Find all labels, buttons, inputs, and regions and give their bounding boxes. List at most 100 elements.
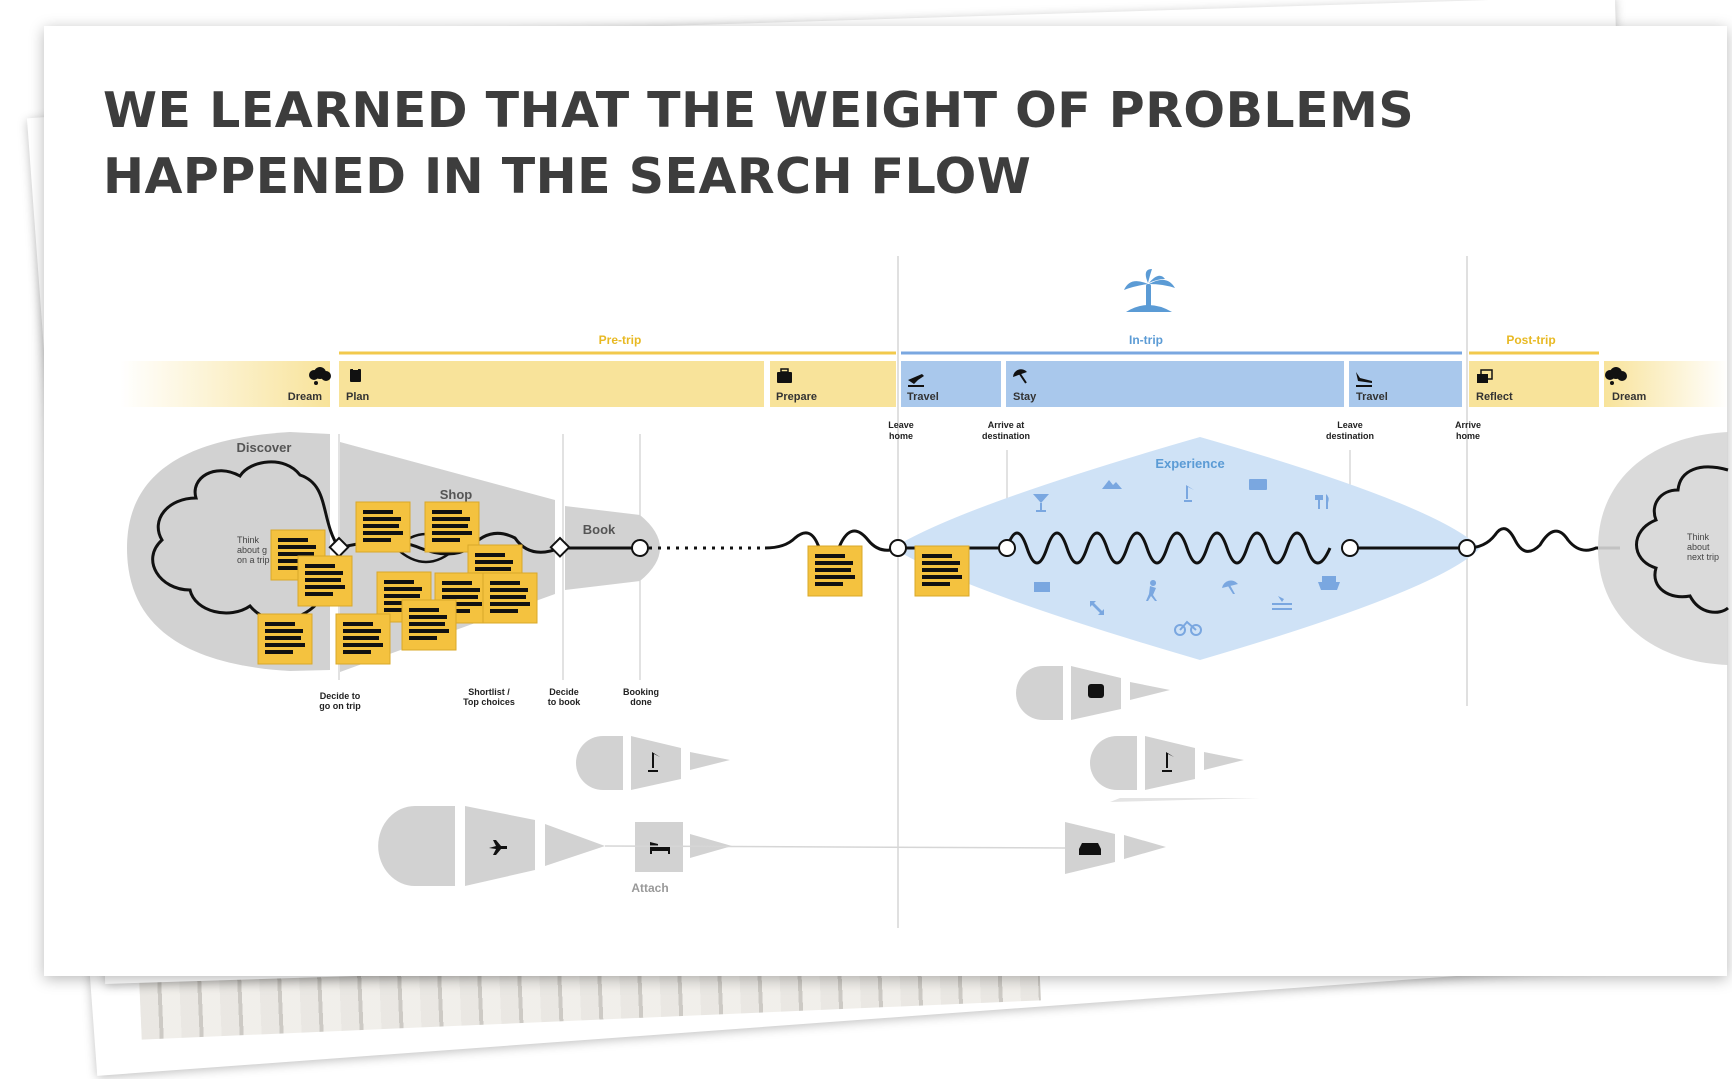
milestone-label: Leave bbox=[1337, 420, 1363, 430]
attach-label: Attach bbox=[631, 881, 668, 895]
hotel-pool-icon bbox=[1034, 582, 1050, 592]
stage-reflect bbox=[1469, 361, 1599, 407]
stage-plan bbox=[339, 361, 764, 407]
milestone-label: Leave bbox=[888, 420, 914, 430]
cloud-text-right: about bbox=[1687, 542, 1710, 552]
ferry-icon bbox=[1318, 576, 1340, 590]
phase-label-in-trip: In-trip bbox=[1129, 333, 1163, 347]
cloud-text-left: about g bbox=[237, 545, 267, 555]
sticky-note bbox=[335, 613, 391, 665]
milestone-label: done bbox=[630, 697, 652, 707]
milestone-label: Decide to bbox=[320, 691, 361, 701]
milestone-label: home bbox=[889, 431, 913, 441]
decision-node bbox=[549, 536, 571, 558]
golf-journey-left bbox=[576, 736, 730, 790]
stage-label-plan: Plan bbox=[346, 391, 370, 403]
discover-shape bbox=[127, 432, 330, 671]
stage-dream-end bbox=[1604, 361, 1728, 407]
sticky-note bbox=[297, 555, 353, 607]
golf-icon bbox=[1162, 752, 1174, 772]
dream-cloud-outline bbox=[151, 460, 341, 622]
phase-label-pre-trip: Pre-trip bbox=[599, 333, 642, 347]
attach-connector bbox=[604, 845, 1066, 849]
stage-label-dream: Dream bbox=[1612, 391, 1646, 403]
golf-icon bbox=[648, 752, 660, 772]
thought-cloud-icon bbox=[1605, 367, 1627, 385]
car-journey bbox=[1065, 822, 1166, 874]
plane-departure-icon bbox=[908, 374, 924, 387]
experience-label: Experience bbox=[1155, 456, 1224, 471]
milestone-label: Arrive at bbox=[988, 420, 1025, 430]
stage-dream-start bbox=[120, 361, 330, 407]
shop-label: Shop bbox=[440, 487, 473, 502]
milestone-label: to book bbox=[548, 697, 581, 707]
stage-travel-back bbox=[1349, 361, 1462, 407]
cloud-text-left: on a trip bbox=[237, 555, 270, 565]
cloud-text-right: next trip bbox=[1687, 552, 1719, 562]
book-label: Book bbox=[583, 522, 616, 537]
stage-label-stay: Stay bbox=[1013, 391, 1037, 403]
stage-label-reflect: Reflect bbox=[1476, 391, 1513, 403]
golf-icon bbox=[1184, 485, 1194, 502]
beach-umbrella-icon bbox=[1013, 369, 1027, 384]
milestone-label: destination bbox=[1326, 431, 1374, 441]
sticky-note bbox=[482, 572, 538, 624]
clipboard-icon bbox=[350, 367, 361, 382]
cloud-text-left: Think bbox=[237, 535, 260, 545]
milestone-label: Top choices bbox=[463, 697, 515, 707]
plane-arrival-icon bbox=[1356, 372, 1372, 387]
stage-bar bbox=[120, 361, 1728, 407]
milestone-node bbox=[1341, 539, 1359, 557]
swimmer-icon bbox=[1272, 596, 1292, 610]
photos-icon bbox=[1477, 369, 1493, 383]
stage-label-dream: Dream bbox=[288, 391, 322, 403]
phase-label-post-trip: Post-trip bbox=[1506, 333, 1555, 347]
milestone-label: Shortlist / bbox=[468, 687, 510, 697]
stage-stay bbox=[1006, 361, 1344, 407]
milestone-node bbox=[631, 539, 649, 557]
milestone-label: Arrive bbox=[1455, 420, 1481, 430]
sticky-note bbox=[257, 613, 313, 665]
hotel-journey bbox=[635, 822, 732, 872]
cocktail-icon bbox=[1033, 494, 1049, 512]
sticky-note bbox=[914, 545, 970, 597]
stage-prepare bbox=[770, 361, 896, 407]
thought-cloud-icon bbox=[309, 367, 331, 385]
train-journey bbox=[1016, 666, 1170, 720]
milestone-label: Booking bbox=[623, 687, 659, 697]
flight-journey bbox=[378, 806, 605, 886]
journey-line-return bbox=[1350, 527, 1620, 553]
milestone-node bbox=[889, 539, 907, 557]
milestone-node bbox=[998, 539, 1016, 557]
island-icon bbox=[1124, 269, 1175, 312]
suitcase-icon bbox=[777, 368, 792, 383]
expand-icon bbox=[1090, 601, 1104, 615]
milestone-label: Decide bbox=[549, 687, 579, 697]
bicycle-icon bbox=[1174, 620, 1202, 636]
discover-label: Discover bbox=[237, 440, 292, 455]
slide-headline: WE LEARNED THAT THE WEIGHT OF PROBLEMS H… bbox=[103, 82, 1415, 205]
sticky-note bbox=[401, 599, 457, 651]
plane-icon bbox=[489, 840, 507, 855]
fork-knife-icon bbox=[1315, 494, 1329, 509]
stage-travel-out bbox=[901, 361, 1001, 407]
stage-label-travel: Travel bbox=[907, 391, 939, 403]
bed-icon bbox=[650, 842, 670, 854]
journey-line-experience bbox=[1005, 531, 1332, 565]
milestone-node bbox=[1458, 539, 1476, 557]
ticket-icon bbox=[1249, 479, 1267, 490]
sticky-note bbox=[355, 501, 411, 553]
milestone-label: go on trip bbox=[319, 701, 361, 711]
mountain-icon bbox=[1102, 480, 1122, 489]
car-icon bbox=[1079, 843, 1101, 855]
dream-cloud-right bbox=[1598, 432, 1728, 665]
train-icon bbox=[1088, 684, 1104, 698]
sticky-note bbox=[807, 545, 863, 597]
cloud-text-right: Think bbox=[1687, 532, 1710, 542]
decision-node bbox=[328, 536, 350, 558]
hiker-icon bbox=[1146, 580, 1157, 601]
stage-label-prepare: Prepare bbox=[776, 391, 817, 403]
golf-journey-right bbox=[1090, 736, 1260, 802]
milestone-label: home bbox=[1456, 431, 1480, 441]
